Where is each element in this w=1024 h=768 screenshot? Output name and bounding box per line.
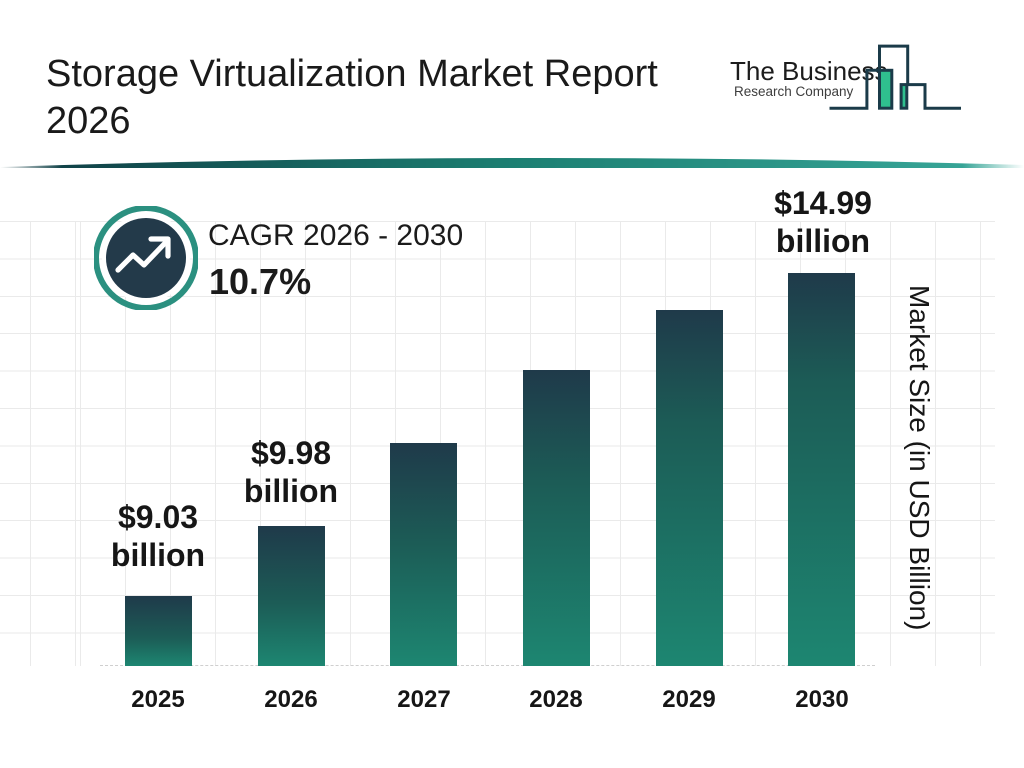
svg-text:The Business: The Business: [730, 56, 888, 86]
svg-text:Research Company: Research Company: [734, 84, 854, 99]
